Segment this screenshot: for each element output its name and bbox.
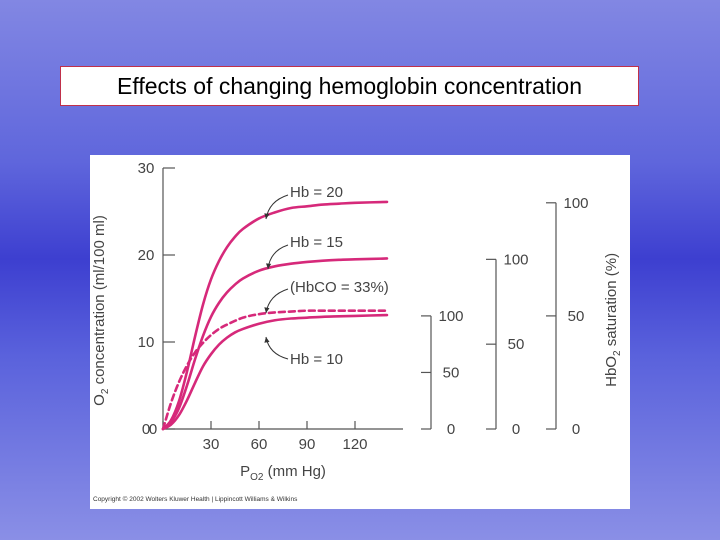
y-axis-label: O2 concentration (ml/100 ml)	[91, 215, 111, 406]
hb20-saturation-tick-label: 0	[572, 421, 580, 438]
saturation-axis-label: HbO2 saturation (%)	[603, 253, 623, 387]
x-tick-label: 30	[203, 436, 220, 453]
label-arrowhead	[264, 307, 270, 313]
label-arrowhead	[266, 263, 272, 269]
x-tick-label: 0	[149, 421, 157, 438]
series-line-2	[161, 257, 389, 431]
label-arrowhead	[264, 337, 270, 343]
label-arrowhead	[264, 213, 270, 219]
curve-label: Hb = 10	[290, 351, 343, 368]
series-line-1	[161, 200, 389, 431]
hb20-saturation-tick-label: 100	[563, 195, 588, 212]
series-line-4	[161, 313, 389, 431]
hb15-saturation-tick-label: 100	[503, 251, 528, 268]
y-tick-label: 20	[138, 247, 155, 264]
hb15-saturation-tick-label: 0	[512, 421, 520, 438]
hb20-saturation-tick-label: 50	[568, 308, 585, 325]
hb10-saturation-tick-label: 0	[447, 421, 455, 438]
slide-title: Effects of changing hemoglobin concentra…	[60, 66, 639, 106]
curve-label: (HbCO = 33%)	[290, 279, 389, 296]
y-tick-label: 10	[138, 334, 155, 351]
x-tick-label: 60	[251, 436, 268, 453]
chart-figure: 0 10 20 30 O2 concentration (ml/100 ml) 30 60 9…	[90, 155, 630, 509]
hb10-saturation-tick-label: 100	[438, 308, 463, 325]
y-tick-label: 30	[138, 160, 155, 177]
x-tick-label: 120	[342, 436, 367, 453]
hb15-saturation-tick-label: 50	[508, 336, 525, 353]
curve-label: Hb = 20	[290, 184, 343, 201]
curve-label: Hb = 15	[290, 234, 343, 251]
hb10-saturation-tick-label: 50	[443, 364, 460, 381]
label-leader-line	[265, 336, 289, 360]
copyright-note: Copyright © 2002 Wolters Kluwer Health |…	[93, 496, 298, 503]
x-axis-label: PO2 (mm Hg)	[240, 463, 326, 483]
y-tick-label: 0	[142, 421, 150, 438]
series-line-3	[161, 309, 389, 431]
x-tick-label: 90	[299, 436, 316, 453]
oxygen-content-chart: 0 10 20 30 O2 concentration (ml/100 ml) 30 60 9…	[91, 160, 623, 483]
label-leader-line	[265, 288, 289, 314]
